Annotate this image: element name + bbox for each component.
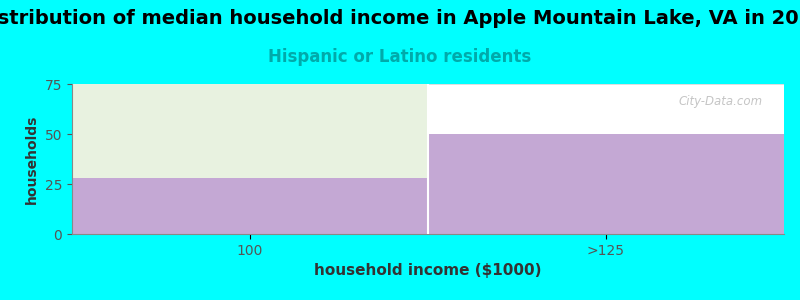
Text: Hispanic or Latino residents: Hispanic or Latino residents <box>268 48 532 66</box>
Text: City-Data.com: City-Data.com <box>678 94 762 107</box>
Text: Distribution of median household income in Apple Mountain Lake, VA in 2022: Distribution of median household income … <box>0 9 800 28</box>
Y-axis label: households: households <box>26 114 39 204</box>
X-axis label: household income ($1000): household income ($1000) <box>314 263 542 278</box>
